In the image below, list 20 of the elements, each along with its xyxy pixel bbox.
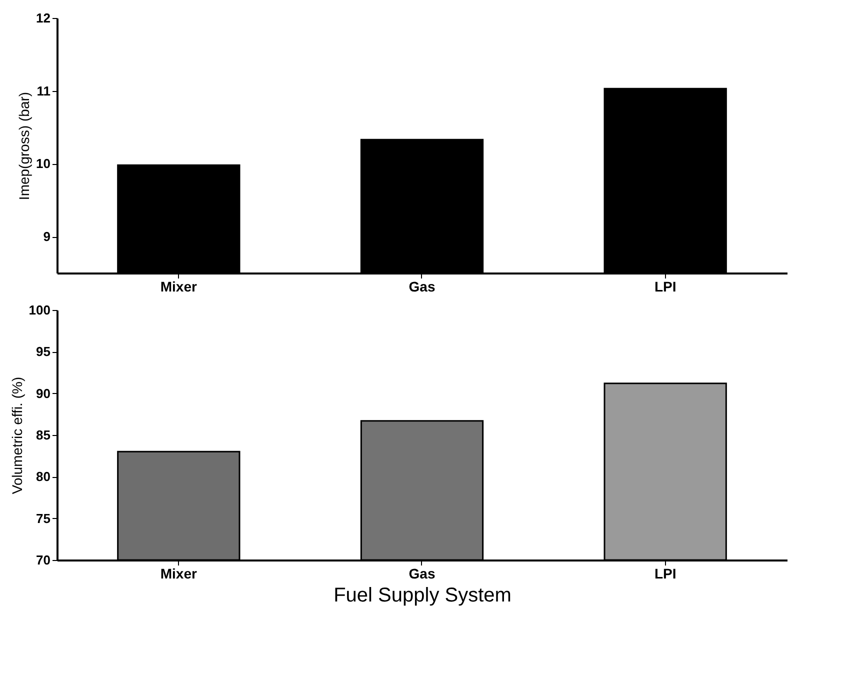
x-tick-label: Mixer <box>160 566 198 582</box>
x-tick-label: Gas <box>408 278 436 294</box>
y-tick-label: 95 <box>36 344 50 360</box>
x-tick-label: Gas <box>408 566 436 582</box>
y-tick-label: 90 <box>36 386 50 401</box>
y-axis-title: Volumetric effi. (%) <box>8 376 25 494</box>
y-tick-label: 10 <box>36 156 50 172</box>
x-tick-label: LPI <box>654 566 676 582</box>
x-tick-label: LPI <box>654 278 676 294</box>
x-tick-label: Mixer <box>160 278 198 294</box>
y-tick-label: 75 <box>36 510 50 526</box>
x-axis-title: Fuel Supply System <box>334 584 512 606</box>
y-tick-label: 80 <box>36 469 50 484</box>
y-tick-label: 11 <box>36 83 50 98</box>
y-tick-label: 85 <box>36 428 50 442</box>
y-tick-label: 12 <box>36 10 50 26</box>
y-axis-title: Imep(gross) (bar) <box>16 92 32 200</box>
y-tick-label: 70 <box>36 552 50 568</box>
y-tick-label: 9 <box>43 229 50 244</box>
y-tick-label: 100 <box>28 302 50 318</box>
